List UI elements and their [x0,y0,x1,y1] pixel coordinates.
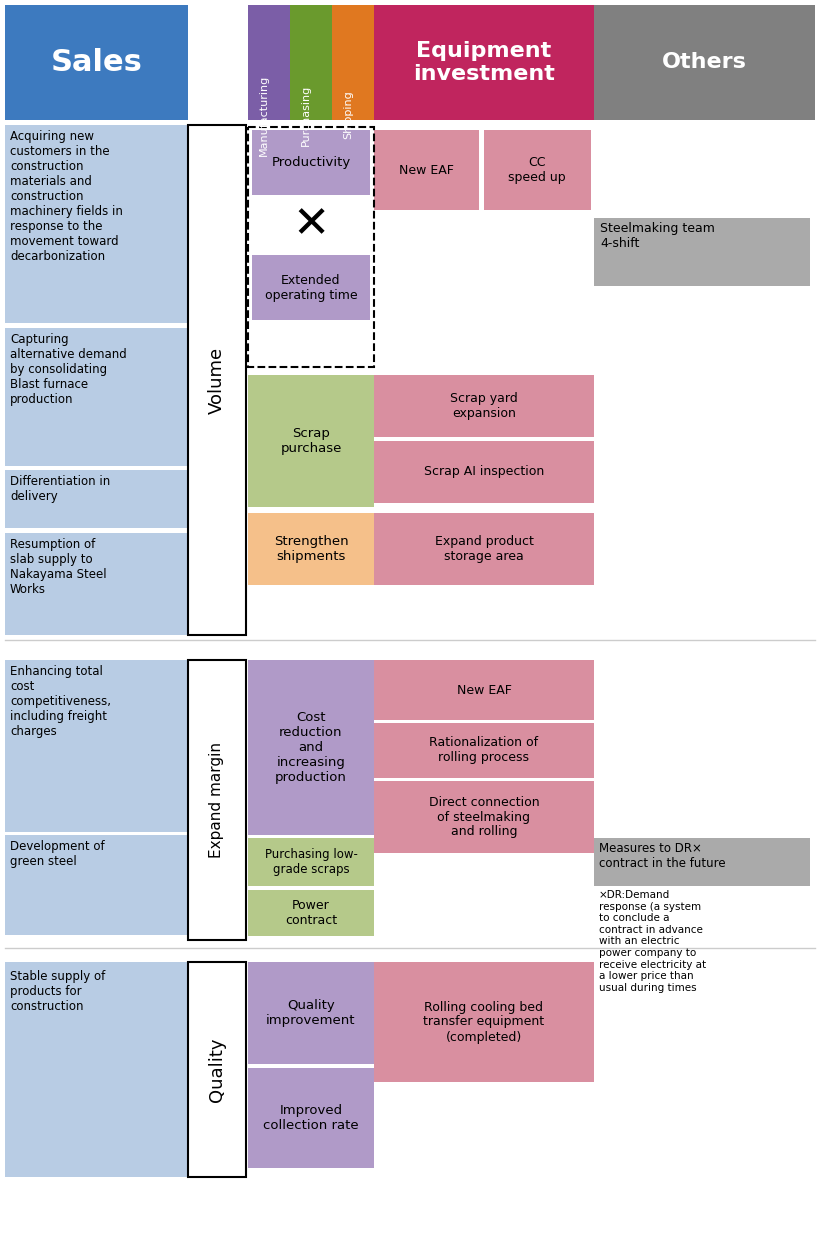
Text: Expand margin: Expand margin [209,742,224,858]
Bar [247,5,290,120]
Bar [188,661,246,940]
Bar [5,533,188,636]
Bar [5,328,188,467]
Bar [373,962,593,1082]
Text: Capturing
alternative demand
by consolidating
Blast furnace
production: Capturing alternative demand by consolid… [10,333,127,407]
Text: Equipment
investment: Equipment investment [413,41,554,84]
Text: Scrap AI inspection: Scrap AI inspection [423,465,544,478]
Text: Strengthen
shipments: Strengthen shipments [274,535,348,563]
Text: Steelmaking team
4-shift: Steelmaking team 4-shift [600,221,714,250]
Text: Stable supply of
products for
construction: Stable supply of products for constructi… [10,970,105,1013]
Bar [5,5,188,120]
Text: New EAF: New EAF [456,683,511,697]
Bar [373,781,593,853]
Text: Productivity: Productivity [271,156,351,169]
Bar [593,838,809,886]
Text: Cost
reduction
and
increasing
production: Cost reduction and increasing production [274,711,346,784]
Bar [251,130,369,195]
Bar [188,962,246,1177]
Bar [593,5,814,120]
Text: Extended
operating time: Extended operating time [265,274,357,301]
Bar [290,5,332,120]
Bar [5,834,188,934]
Bar [247,962,373,1065]
Bar [373,661,593,721]
Text: Shipping: Shipping [342,90,352,139]
Bar [5,661,188,832]
Bar [247,128,373,367]
Text: CC
speed up: CC speed up [508,156,565,184]
Bar [5,125,188,323]
Bar [247,661,373,834]
Text: Purchasing: Purchasing [301,84,310,145]
Text: Rolling cooling bed
transfer equipment
(completed): Rolling cooling bed transfer equipment (… [423,1001,544,1043]
Text: Scrap
purchase: Scrap purchase [280,427,342,455]
Text: ×DR:Demand
response (a system
to conclude a
contract in advance
with an electric: ×DR:Demand response (a system to conclud… [598,889,705,993]
Bar [5,470,188,528]
Bar [593,218,809,286]
Bar [247,375,373,507]
Text: Expand product
storage area: Expand product storage area [434,535,533,563]
Bar [373,723,593,778]
Bar [332,5,373,120]
Bar [373,375,593,437]
Text: New EAF: New EAF [398,164,453,176]
Text: Enhancing total
cost
competitiveness,
including freight
charges: Enhancing total cost competitiveness, in… [10,666,111,738]
Text: Rationalization of
rolling process: Rationalization of rolling process [429,736,538,764]
Bar [373,442,593,503]
Text: Others: Others [661,53,746,73]
Bar [247,1068,373,1168]
Text: Purchasing low-
grade scraps: Purchasing low- grade scraps [265,848,357,876]
Text: Differentiation in
delivery: Differentiation in delivery [10,475,110,503]
Bar [188,125,246,636]
Bar [483,130,590,210]
Text: ✕: ✕ [292,204,329,246]
Text: Resumption of
slab supply to
Nakayama Steel
Works: Resumption of slab supply to Nakayama St… [10,538,106,595]
Text: Quality
improvement: Quality improvement [266,1000,355,1027]
Text: Measures to DR×
contract in the future: Measures to DR× contract in the future [598,842,725,869]
Bar [373,130,478,210]
Text: Scrap yard
expansion: Scrap yard expansion [450,392,518,420]
Text: Development of
green steel: Development of green steel [10,839,105,868]
Text: Quality: Quality [208,1037,226,1102]
Bar [247,513,373,585]
Text: Acquiring new
customers in the
construction
materials and
construction
machinery: Acquiring new customers in the construct… [10,130,123,263]
Text: Sales: Sales [51,48,143,78]
Bar [373,513,593,585]
Text: Manufacturing: Manufacturing [259,74,269,155]
Bar [251,255,369,320]
Text: Improved
collection rate: Improved collection rate [263,1103,359,1132]
Bar [5,962,188,1177]
Text: Power
contract: Power contract [284,899,337,927]
Bar [247,889,373,936]
Text: Volume: Volume [208,347,226,414]
Bar [247,838,373,886]
Text: Direct connection
of steelmaking
and rolling: Direct connection of steelmaking and rol… [428,796,539,838]
Bar [373,5,593,120]
